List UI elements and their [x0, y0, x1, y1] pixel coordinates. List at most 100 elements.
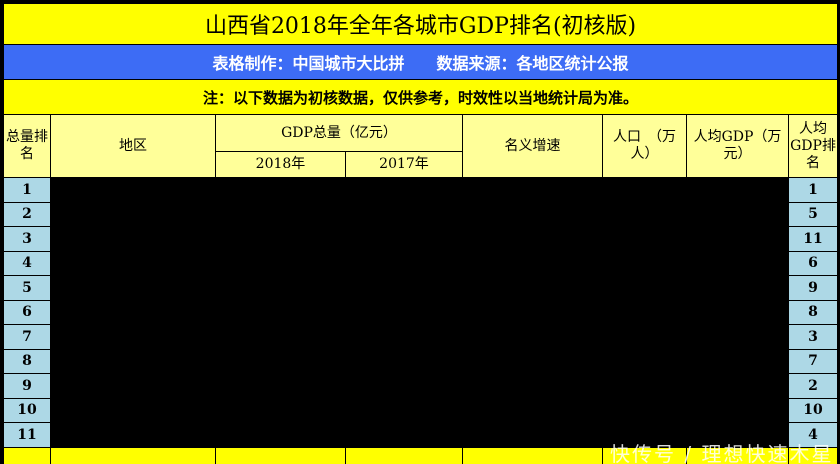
- cell-population: 178.12: [602, 373, 687, 399]
- cell-region: 忻州: [50, 397, 216, 423]
- header-2017: 2017年: [345, 151, 463, 178]
- table-row: 8 大同 1271.80 1121.31 13.42% 345.60 3.7 7: [3, 348, 839, 374]
- cell-population: 535.96: [602, 226, 687, 252]
- cell-region: 长治: [50, 201, 216, 227]
- table-note: 注：以下数据为初核数据，仅供参考，时效性以当地统计局为准。: [2, 79, 839, 115]
- footer-cell: [787, 446, 839, 464]
- cell-per-capita-gdp: 2.8: [686, 226, 789, 252]
- cell-rank: 2: [3, 201, 51, 227]
- header-rank: 总量排名: [3, 114, 51, 178]
- cell-population: 234.31: [602, 324, 687, 350]
- cell-gdp-2017: 1477.53: [345, 201, 463, 227]
- cell-region: 晋城: [50, 324, 216, 350]
- header-population: 人口 （万人）: [602, 114, 687, 178]
- cell-per-capita-gdp: 4.7: [686, 201, 789, 227]
- table-row: 1 太原 3884.48 3382.18 14.85% 442.14 8.8 1: [3, 177, 839, 203]
- cell-gdp-2018: 989.10: [215, 397, 346, 423]
- cell-population: 338.16: [602, 250, 687, 276]
- cell-per-capita-rank: 4: [787, 422, 839, 448]
- cell-per-capita-rank: 2: [787, 373, 839, 399]
- cell-per-capita-rank: 11: [787, 226, 839, 252]
- cell-gdp-2018: 1509.60: [215, 226, 346, 252]
- header-per-capita-gdp: 人均GDP（万元）: [686, 114, 789, 178]
- cell-per-capita-gdp: 3.7: [686, 348, 789, 374]
- table-row: 7 晋城 1351.90 1151.54 17.40% 234.31 5.8 3: [3, 324, 839, 350]
- table-row: 5 临汾 1440.00 1320.33 9.06% 450.03 3.2 9: [3, 275, 839, 301]
- cell-gdp-2017: 980.22: [345, 373, 463, 399]
- cell-rank: 3: [3, 226, 51, 252]
- cell-population: 388.56: [602, 299, 687, 325]
- footer-cell: [345, 446, 463, 464]
- cell-per-capita-gdp: 3.2: [686, 275, 789, 301]
- cell-growth: 9.06%: [462, 275, 603, 301]
- table-row: 2 长治 1645.60 1477.53 11.37% 346.82 4.7 5: [3, 201, 839, 227]
- cell-rank: 5: [3, 275, 51, 301]
- cell-growth: 13.42%: [462, 348, 603, 374]
- cell-gdp-2018: 1271.80: [215, 348, 346, 374]
- cell-per-capita-gdp: 3.1: [686, 397, 789, 423]
- cell-population: 346.82: [602, 201, 687, 227]
- footer-cell: [3, 446, 51, 464]
- table-row: 9 朔州 1065.60 980.22 8.71% 178.12 6.0 2: [3, 373, 839, 399]
- cell-per-capita-rank: 5: [787, 201, 839, 227]
- watermark: 快传号 / 理想快速木星: [610, 442, 834, 464]
- cell-rank: 1: [3, 177, 51, 203]
- cell-gdp-2018: 1420.30: [215, 299, 346, 325]
- cell-per-capita-rank: 3: [787, 324, 839, 350]
- cell-per-capita-gdp: 5.2: [686, 422, 789, 448]
- header-region: 地区: [50, 114, 216, 178]
- cell-growth: 8.39%: [462, 299, 603, 325]
- header-2018: 2018年: [215, 151, 346, 178]
- cell-gdp-2017: 1284.92: [345, 250, 463, 276]
- cell-per-capita-rank: 8: [787, 299, 839, 325]
- cell-rank: 8: [3, 348, 51, 374]
- cell-per-capita-rank: 6: [787, 250, 839, 276]
- cell-gdp-2017: 874.49: [345, 397, 463, 423]
- cell-growth: 14.85%: [462, 177, 603, 203]
- cell-gdp-2017: 1336.29: [345, 226, 463, 252]
- cell-per-capita-gdp: 8.8: [686, 177, 789, 203]
- footer-cell: [602, 446, 687, 464]
- cell-rank: 9: [3, 373, 51, 399]
- cell-gdp-2018: 3884.48: [215, 177, 346, 203]
- footer-cell: [215, 446, 346, 464]
- cell-per-capita-rank: 10: [787, 397, 839, 423]
- cell-gdp-2017: 1151.54: [345, 324, 463, 350]
- cell-growth: 17.40%: [462, 324, 603, 350]
- cell-gdp-2017: 1121.31: [345, 348, 463, 374]
- cell-per-capita-gdp: 5.8: [686, 324, 789, 350]
- table-row: 6 吕梁 1420.30 1310.32 8.39% 388.56 3.7 8: [3, 299, 839, 325]
- cell-per-capita-rank: 1: [787, 177, 839, 203]
- cell-region: 运城: [50, 226, 216, 252]
- cell-rank: 11: [3, 422, 51, 448]
- cell-region: 临汾: [50, 275, 216, 301]
- table-row: 3 运城 1509.60 1336.29 12.97% 535.96 2.8 11: [3, 226, 839, 252]
- cell-rank: 6: [3, 299, 51, 325]
- cell-per-capita-rank: 7: [787, 348, 839, 374]
- cell-per-capita-gdp: 6.0: [686, 373, 789, 399]
- cell-growth: 13.11%: [462, 397, 603, 423]
- cell-population: 345.60: [602, 348, 687, 374]
- cell-gdp-2018: 1447.60: [215, 250, 346, 276]
- cell-population: 141.44: [602, 422, 687, 448]
- header-gdp: GDP总量（亿元）: [215, 114, 463, 152]
- table-subtitle: 表格制作：中国城市大比拼 数据来源：各地区统计公报: [2, 44, 839, 80]
- cell-per-capita-rank: 9: [787, 275, 839, 301]
- cell-gdp-2017: 672.02: [345, 422, 463, 448]
- header-growth: 名义增速: [462, 114, 603, 178]
- footer-cell: [50, 446, 216, 464]
- cell-per-capita-gdp: 4.3: [686, 250, 789, 276]
- cell-rank: 4: [3, 250, 51, 276]
- cell-gdp-2017: 3382.18: [345, 177, 463, 203]
- cell-region: 晋中: [50, 250, 216, 276]
- cell-region: 大同: [50, 348, 216, 374]
- cell-rank: 7: [3, 324, 51, 350]
- cell-growth: 11.37%: [462, 201, 603, 227]
- cell-region: 朔州: [50, 373, 216, 399]
- gdp-ranking-table: 山西省2018年全年各城市GDP排名(初核版) 表格制作：中国城市大比拼 数据来…: [2, 3, 839, 464]
- cell-gdp-2018: 1440.00: [215, 275, 346, 301]
- cell-growth: 12.97%: [462, 226, 603, 252]
- table-row: 4 晋中 1447.60 1284.92 12.66% 338.16 4.3 6: [3, 250, 839, 276]
- cell-gdp-2017: 1320.33: [345, 275, 463, 301]
